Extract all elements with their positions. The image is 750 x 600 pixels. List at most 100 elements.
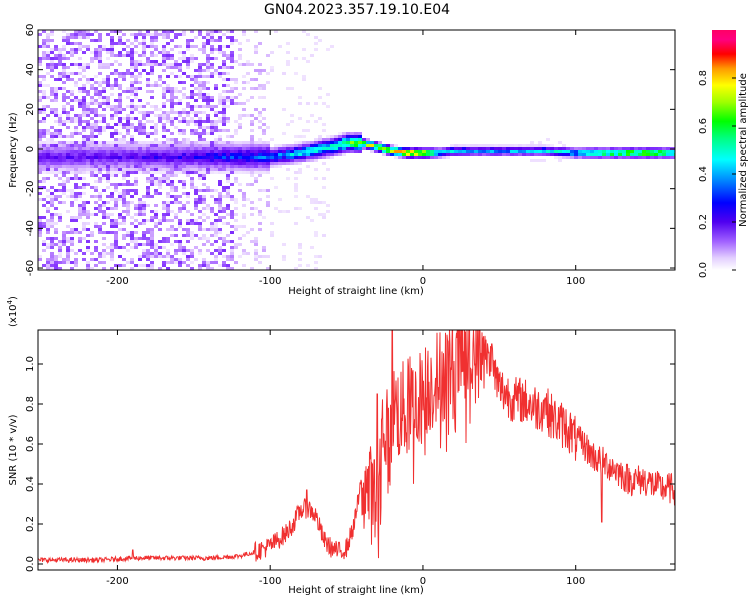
- spectrogram-cell: [122, 183, 126, 186]
- spectrogram-cell: [282, 153, 286, 156]
- spectrogram-cell: [58, 255, 62, 258]
- spectrogram-cell: [646, 156, 650, 159]
- spectrogram-cell: [258, 171, 262, 174]
- spectrogram-cell: [166, 84, 170, 87]
- spectrogram-cell: [354, 138, 358, 141]
- spectrogram-cell: [142, 153, 146, 156]
- spectrogram-cell: [102, 267, 106, 270]
- spectrogram-cell: [314, 42, 318, 45]
- spectrogram-cell: [150, 267, 154, 270]
- spectrogram-cell: [142, 144, 146, 147]
- spectrogram-cell: [86, 267, 90, 270]
- spectrogram-cell: [150, 234, 154, 237]
- spectrogram-cell: [314, 234, 318, 237]
- spectrogram-cell: [190, 252, 194, 255]
- spectrogram-cell: [78, 120, 82, 123]
- spectrogram-cell: [126, 213, 130, 216]
- spectrogram-cell: [530, 147, 534, 150]
- spectrogram-cell: [114, 186, 118, 189]
- spectrogram-cell: [194, 171, 198, 174]
- spectrogram-cell: [126, 87, 130, 90]
- spectrogram-cell: [202, 207, 206, 210]
- spectrogram-cell: [50, 237, 54, 240]
- spectrogram-cell: [50, 57, 54, 60]
- spectrogram-cell: [78, 63, 82, 66]
- spectrogram-cell: [66, 210, 70, 213]
- spectrogram-cell: [114, 105, 118, 108]
- spectrogram-cell: [342, 138, 346, 141]
- spectrogram-cell: [122, 174, 126, 177]
- spectrogram-cell: [242, 252, 246, 255]
- spectrogram-cell: [186, 141, 190, 144]
- spectrogram-cell: [102, 87, 106, 90]
- spectrogram-cell: [374, 144, 378, 147]
- spectrogram-cell: [70, 120, 74, 123]
- spectrogram-cell: [78, 177, 82, 180]
- spectrogram-cell: [166, 249, 170, 252]
- spectrogram-cell: [322, 234, 326, 237]
- spectrogram-cell: [38, 222, 42, 225]
- spectrogram-cell: [170, 147, 174, 150]
- spectrogram-cell: [186, 219, 190, 222]
- spectrogram-cell: [154, 81, 158, 84]
- spectrogram-cell: [414, 147, 418, 150]
- spectrogram-cell: [302, 144, 306, 147]
- spectrogram-cell: [130, 261, 134, 264]
- spectrogram-cell: [226, 180, 230, 183]
- spectrogram-cell: [262, 141, 266, 144]
- spectrogram-cell: [114, 132, 118, 135]
- spectrogram-cell: [286, 51, 290, 54]
- spectrogram-cell: [110, 225, 114, 228]
- spectrogram-cell: [54, 144, 58, 147]
- spectrogram-cell: [126, 231, 130, 234]
- spectrogram-cell: [126, 156, 130, 159]
- spectrogram-cell: [250, 162, 254, 165]
- spectrogram-cell: [190, 57, 194, 60]
- spectrogram-cell: [174, 258, 178, 261]
- spectrogram-cell: [114, 108, 118, 111]
- spectrogram-cell: [94, 108, 98, 111]
- spectrogram-cell: [150, 216, 154, 219]
- spectrogram-cell: [210, 147, 214, 150]
- spectrogram-cell: [110, 141, 114, 144]
- spectrogram-cell: [230, 57, 234, 60]
- spectrogram-cell: [38, 84, 42, 87]
- spectrogram-cell: [218, 252, 222, 255]
- spectrogram-cell: [146, 147, 150, 150]
- spectrogram-cell: [42, 156, 46, 159]
- spectrogram-cell: [90, 60, 94, 63]
- spectrogram-cell: [326, 156, 330, 159]
- spectrogram-cell: [110, 39, 114, 42]
- spectrogram-cell: [334, 135, 338, 138]
- spectrogram-cell: [110, 105, 114, 108]
- spectrogram-cell: [94, 30, 98, 33]
- spectrogram-cell: [214, 213, 218, 216]
- spectrogram-cell: [166, 99, 170, 102]
- spectrogram-cell: [246, 165, 250, 168]
- spectrogram-cell: [82, 153, 86, 156]
- spectrogram-cell: [274, 156, 278, 159]
- spectrogram-cell: [46, 195, 50, 198]
- spectrogram-cell: [58, 51, 62, 54]
- spectrogram-cell: [102, 81, 106, 84]
- spectrogram-cell: [194, 219, 198, 222]
- colorbar-tick-label: 0.4: [698, 166, 709, 182]
- spectrogram-cell: [206, 96, 210, 99]
- spectrogram-cell: [342, 153, 346, 156]
- spectrogram-cell: [134, 189, 138, 192]
- spectrogram-cell: [242, 144, 246, 147]
- spectrogram-cell: [502, 153, 506, 156]
- spectrogram-cell: [70, 117, 74, 120]
- spectrogram-cell: [190, 183, 194, 186]
- spectrogram-cell: [638, 156, 642, 159]
- spectrogram-cell: [54, 195, 58, 198]
- spectrogram-cell: [170, 228, 174, 231]
- spectrogram-cell: [150, 165, 154, 168]
- spectrogram-cell: [138, 60, 142, 63]
- spectrogram-cell: [282, 72, 286, 75]
- spectrogram-cell: [206, 30, 210, 33]
- spectrogram-cell: [302, 78, 306, 81]
- spectrogram-cell: [74, 96, 78, 99]
- spectrogram-cell: [338, 135, 342, 138]
- spectrogram-cell: [462, 144, 466, 147]
